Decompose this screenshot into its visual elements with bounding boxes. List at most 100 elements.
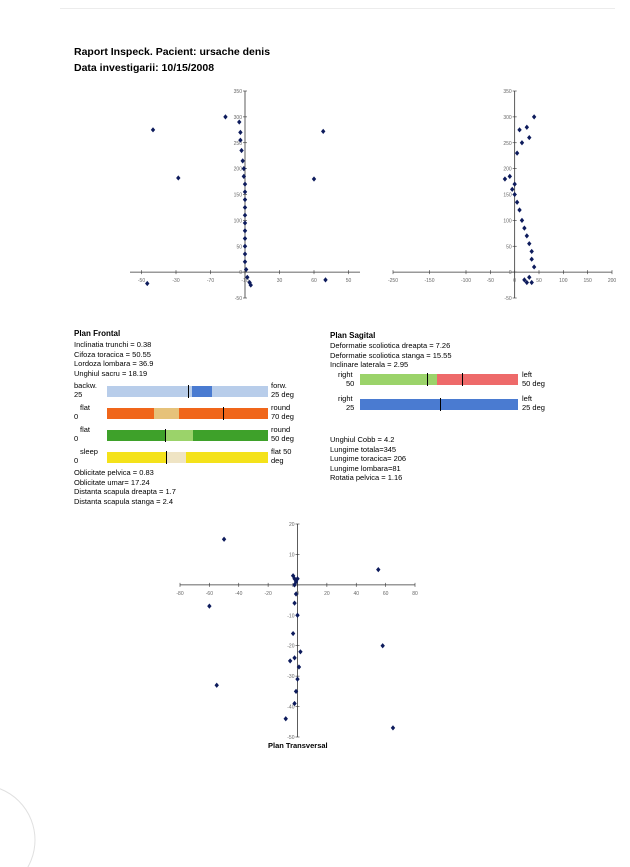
data-point xyxy=(527,274,532,280)
x-tick-label: -20 xyxy=(265,591,272,597)
measure-line: Oblicitate umar= 17.24 xyxy=(74,477,150,487)
data-point xyxy=(221,536,227,542)
x-tick-label: 60 xyxy=(383,591,389,597)
data-point xyxy=(242,243,248,249)
x-tick-label: 0 xyxy=(513,278,516,284)
data-point xyxy=(242,197,248,203)
scale-marker xyxy=(462,373,463,386)
data-point xyxy=(242,220,248,226)
scale-bar xyxy=(107,429,268,442)
scale-lumbar-lordosis: flat 0 round 50 deg xyxy=(74,425,304,455)
x-tick-label: 60 xyxy=(311,278,317,284)
y-tick-label: -40 xyxy=(287,705,294,711)
data-point xyxy=(321,128,326,134)
scale-marker xyxy=(166,451,167,464)
scale-right-value: 70 deg xyxy=(271,412,294,421)
data-point xyxy=(242,259,248,265)
data-point xyxy=(295,612,300,618)
x-tick-label: 100 xyxy=(559,278,568,284)
y-tick-label: 250 xyxy=(503,141,512,147)
scale-right-value: deg xyxy=(271,456,284,465)
scale-sacral-angle: sleep 0 flat 50 deg xyxy=(74,447,304,477)
x-tick-label: 200 xyxy=(608,278,617,284)
x-tick-label: -50 xyxy=(138,278,145,284)
y-tick-label: -10 xyxy=(287,613,294,619)
data-point xyxy=(207,603,212,609)
data-point xyxy=(242,251,248,257)
measure-line: Deformatie scoliotica stanga = 15.55 xyxy=(330,350,452,360)
data-point xyxy=(529,248,534,255)
scale-left-value: 0 xyxy=(74,456,79,465)
data-point xyxy=(223,114,228,120)
scale-right-value: 25 deg xyxy=(271,390,294,399)
frontal-measurements: Inclinatia trunchi = 0.38 Cifoza toracic… xyxy=(74,340,153,378)
data-point xyxy=(510,186,515,192)
x-tick-label: -40 xyxy=(235,591,242,597)
transversal-scatter-plot: 20100-10-20-30-40-50-80-60-40-2002040608… xyxy=(176,522,418,741)
scale-marker xyxy=(188,385,189,398)
data-point xyxy=(529,279,534,286)
y-tick-label: 350 xyxy=(503,89,512,95)
data-point xyxy=(292,600,297,606)
measure-line: Deformatie scoliotica dreapta = 7.26 xyxy=(330,341,451,350)
x-tick-label: 150 xyxy=(583,278,592,284)
data-point xyxy=(512,191,517,198)
scale-left-value: 0 xyxy=(74,412,79,421)
data-point xyxy=(380,643,385,649)
data-point xyxy=(240,158,245,164)
scale-marker xyxy=(223,407,224,420)
scale-right-label: left xyxy=(522,394,533,403)
data-point xyxy=(241,173,247,179)
y-tick-label: 50 xyxy=(236,244,242,250)
measure-line: Oblicitate pelvica = 0.83 xyxy=(74,468,154,477)
measure-line: Lungime totala=345 xyxy=(330,444,397,454)
data-point xyxy=(292,700,297,707)
y-tick-label: 10 xyxy=(289,552,295,558)
y-tick-label: 150 xyxy=(234,193,243,199)
y-tick-label: 100 xyxy=(503,218,512,224)
scale-right-label: round xyxy=(271,425,291,434)
data-point xyxy=(529,256,534,262)
x-tick-label: -250 xyxy=(388,278,398,284)
data-point xyxy=(519,217,525,223)
x-tick-label: 80 xyxy=(412,591,418,597)
data-point xyxy=(514,199,520,205)
data-point xyxy=(376,567,381,573)
y-tick-label: 0 xyxy=(239,270,242,276)
data-point xyxy=(150,127,156,133)
y-tick-label: -20 xyxy=(287,644,294,650)
data-point xyxy=(517,127,522,133)
data-point xyxy=(214,682,219,688)
investigation-date: Data investigarii: 10/15/2008 xyxy=(74,62,215,74)
scale-bar xyxy=(107,385,268,398)
x-tick-label: -150 xyxy=(424,278,434,284)
x-tick-label: 50 xyxy=(346,278,352,284)
measure-line: Cifoza toracica = 50.55 xyxy=(74,349,151,359)
sagital-measurements: Deformatie scoliotica dreapta = 7.26 Def… xyxy=(330,341,452,370)
data-point xyxy=(531,114,537,120)
scale-trunk-inclination: backw. 25 forw. 25 deg xyxy=(74,381,304,412)
report-title: Raport Inspeck. Pacient: ursache denis xyxy=(74,46,271,58)
measure-line: Lungime lombara=81 xyxy=(330,463,401,473)
scale-left-value: 0 xyxy=(74,434,79,443)
sagital-footer-measurements: Unghiul Cobb = 4.2 Lungime totala=345 Lu… xyxy=(330,435,406,483)
x-tick-label: 20 xyxy=(324,591,330,597)
data-point xyxy=(242,181,248,187)
scale-left-value: 25 xyxy=(346,403,355,412)
data-point xyxy=(283,716,288,722)
scale-left-value: 50 xyxy=(346,379,355,388)
scale-left-value: 25 xyxy=(74,390,83,399)
data-point xyxy=(292,655,297,661)
y-tick-label: 50 xyxy=(506,244,512,250)
scale-right-label: flat 50 xyxy=(271,447,292,456)
frontal-footer-measurements: Oblicitate pelvica = 0.83 Oblicitate uma… xyxy=(74,468,176,506)
scale-left-label: flat xyxy=(80,425,91,434)
scale-left-label: right xyxy=(338,394,353,403)
data-point xyxy=(145,280,150,287)
x-tick-label: -60 xyxy=(206,591,213,597)
scale-left-label: sleep xyxy=(80,447,98,456)
data-point xyxy=(238,129,243,135)
y-tick-label: -50 xyxy=(287,735,294,741)
data-point xyxy=(502,176,508,182)
data-point xyxy=(323,277,328,283)
